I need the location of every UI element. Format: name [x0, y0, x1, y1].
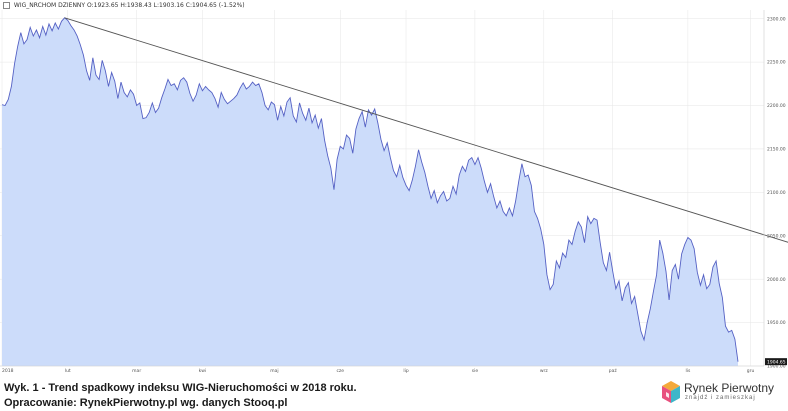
legend-close: C:1904.65	[185, 2, 217, 9]
x-tick-label: kwi	[199, 368, 207, 374]
last-value-label: 1904.65	[767, 359, 786, 365]
x-axis-ticks: 2018 lut mar kwi maj cze lip sie wrz paź lis gru	[2, 367, 754, 374]
x-tick-label: mar	[132, 368, 141, 374]
brand-logo: Rynek Pierwotny znajdź i zamieszkaj	[660, 378, 788, 408]
caption-title: Wyk. 1 - Trend spadkowy indeksu WIG-Nier…	[4, 382, 357, 394]
y-tick-label: 2250.00	[767, 60, 786, 66]
y-tick-label: 2100.00	[767, 190, 786, 196]
legend-low: L:1903.16	[153, 2, 184, 9]
y-tick-label: 2150.00	[767, 147, 786, 153]
logo-tagline: znajdź i zamieszkaj	[685, 395, 756, 401]
last-value-marker: 1904.65	[765, 358, 787, 365]
logo-name: Rynek Pierwotny	[684, 381, 775, 395]
area-fill	[2, 17, 738, 367]
x-tick-label: paź	[609, 367, 618, 374]
y-tick-label: 1950.00	[767, 320, 786, 326]
caption-source: Opracowanie: RynekPierwotny.pl wg. danyc…	[4, 397, 288, 409]
x-tick-label: gru	[747, 368, 755, 374]
y-tick-label: 2050.00	[767, 233, 786, 239]
x-tick-label: maj	[270, 368, 278, 374]
x-tick-label: wrz	[540, 368, 549, 374]
y-tick-label: 2000.00	[767, 277, 786, 283]
legend-checkbox[interactable]	[3, 2, 10, 9]
x-tick-label: lut	[65, 368, 71, 374]
legend-interval: DZIENNY	[58, 2, 86, 9]
y-tick-label: 1900.00	[767, 364, 786, 370]
legend-high: H:1938.43	[120, 2, 152, 9]
x-tick-label: lip	[403, 368, 409, 374]
trend-line	[64, 17, 788, 243]
last-value-background	[765, 358, 787, 366]
y-tick-label: 2200.00	[767, 103, 786, 109]
x-tick-label: 2018	[2, 368, 14, 374]
chart-legend: WIG_NRCHOM DZIENNY O:1923.65 H:1938.43 L…	[3, 2, 245, 9]
figure-caption: Wyk. 1 - Trend spadkowy indeksu WIG-Nier…	[4, 381, 357, 411]
house-cube-icon	[662, 381, 680, 403]
y-axis-ticks: 1900.00 1950.00 2000.00 2050.00 2100.00 2150.…	[767, 16, 786, 369]
x-tick-label: sie	[472, 368, 479, 374]
legend-series-name: WIG_NRCHOM	[13, 2, 57, 9]
x-tick-label: lis	[685, 368, 691, 374]
legend-change: (-1.52%)	[218, 2, 245, 9]
legend-open: O:1923.65	[87, 2, 119, 9]
y-tick-label: 2300.00	[767, 16, 786, 22]
x-tick-label: cze	[336, 369, 344, 374]
